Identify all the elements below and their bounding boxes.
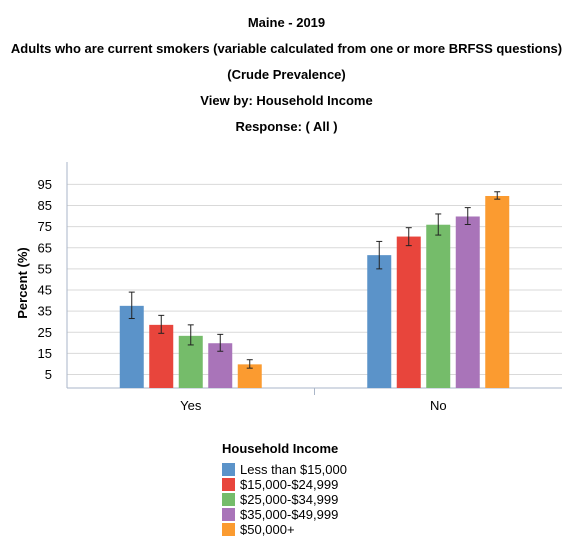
bar-yes-0 xyxy=(119,305,144,388)
bar-no-2 xyxy=(426,224,451,388)
legend-swatch xyxy=(222,508,235,521)
legend-item: $50,000+ xyxy=(222,522,347,537)
chart-titles: Maine - 2019 Adults who are current smok… xyxy=(0,10,573,140)
legend-label: $25,000-$34,999 xyxy=(240,492,339,507)
chart-title: Maine - 2019 xyxy=(247,15,326,30)
y-tick-label: 75 xyxy=(38,219,52,234)
y-tick-label: 15 xyxy=(38,346,52,361)
x-tick-label: Yes xyxy=(180,398,202,413)
bar-chart: 5 15 25 35 45 55 65 75 85 95 Percent (%) Yes No xyxy=(15,162,562,413)
y-axis-label: Percent (%) xyxy=(15,247,30,319)
bar-no-3 xyxy=(455,216,480,388)
chart-subtitle-question: Adults who are current smokers (variable… xyxy=(10,41,563,56)
y-tick-label: 5 xyxy=(45,367,52,382)
chart-subtitle-measure: (Crude Prevalence) xyxy=(227,67,346,82)
chart-subtitle-view: View by: Household Income xyxy=(200,93,373,108)
legend-swatch xyxy=(222,478,235,491)
bar-yes-1 xyxy=(149,324,174,388)
y-tick-label: 45 xyxy=(38,283,52,298)
bar-no-1 xyxy=(396,236,421,388)
legend-item: $25,000-$34,999 xyxy=(222,492,347,507)
y-tick-label: 55 xyxy=(38,261,52,276)
legend-item: $15,000-$24,999 xyxy=(222,477,347,492)
legend-swatch xyxy=(222,463,235,476)
bar-no-0 xyxy=(367,255,392,388)
y-tick-label: 85 xyxy=(38,198,52,213)
chart-subtitle-response: Response: ( All ) xyxy=(235,119,338,134)
y-tick-label: 95 xyxy=(38,177,52,192)
y-tick-label: 35 xyxy=(38,304,52,319)
legend-swatch xyxy=(222,493,235,506)
legend-item: $35,000-$49,999 xyxy=(222,507,347,522)
legend-label: $35,000-$49,999 xyxy=(240,507,339,522)
bar-yes-4 xyxy=(237,364,262,388)
legend-title: Household Income xyxy=(222,441,339,456)
legend-label: Less than $15,000 xyxy=(240,462,347,477)
y-tick-label: 25 xyxy=(38,325,52,340)
legend-label: $15,000-$24,999 xyxy=(240,477,339,492)
legend: Household Income Less than $15,000 $15,00… xyxy=(222,441,347,537)
legend-items: Less than $15,000 $15,000-$24,999 $25,000-… xyxy=(222,462,347,537)
legend-label: $50,000+ xyxy=(240,522,295,537)
bar-no-4 xyxy=(485,195,510,388)
x-tick-label: No xyxy=(430,398,447,413)
legend-item: Less than $15,000 xyxy=(222,462,347,477)
y-tick-label: 65 xyxy=(38,240,52,255)
legend-swatch xyxy=(222,523,235,536)
